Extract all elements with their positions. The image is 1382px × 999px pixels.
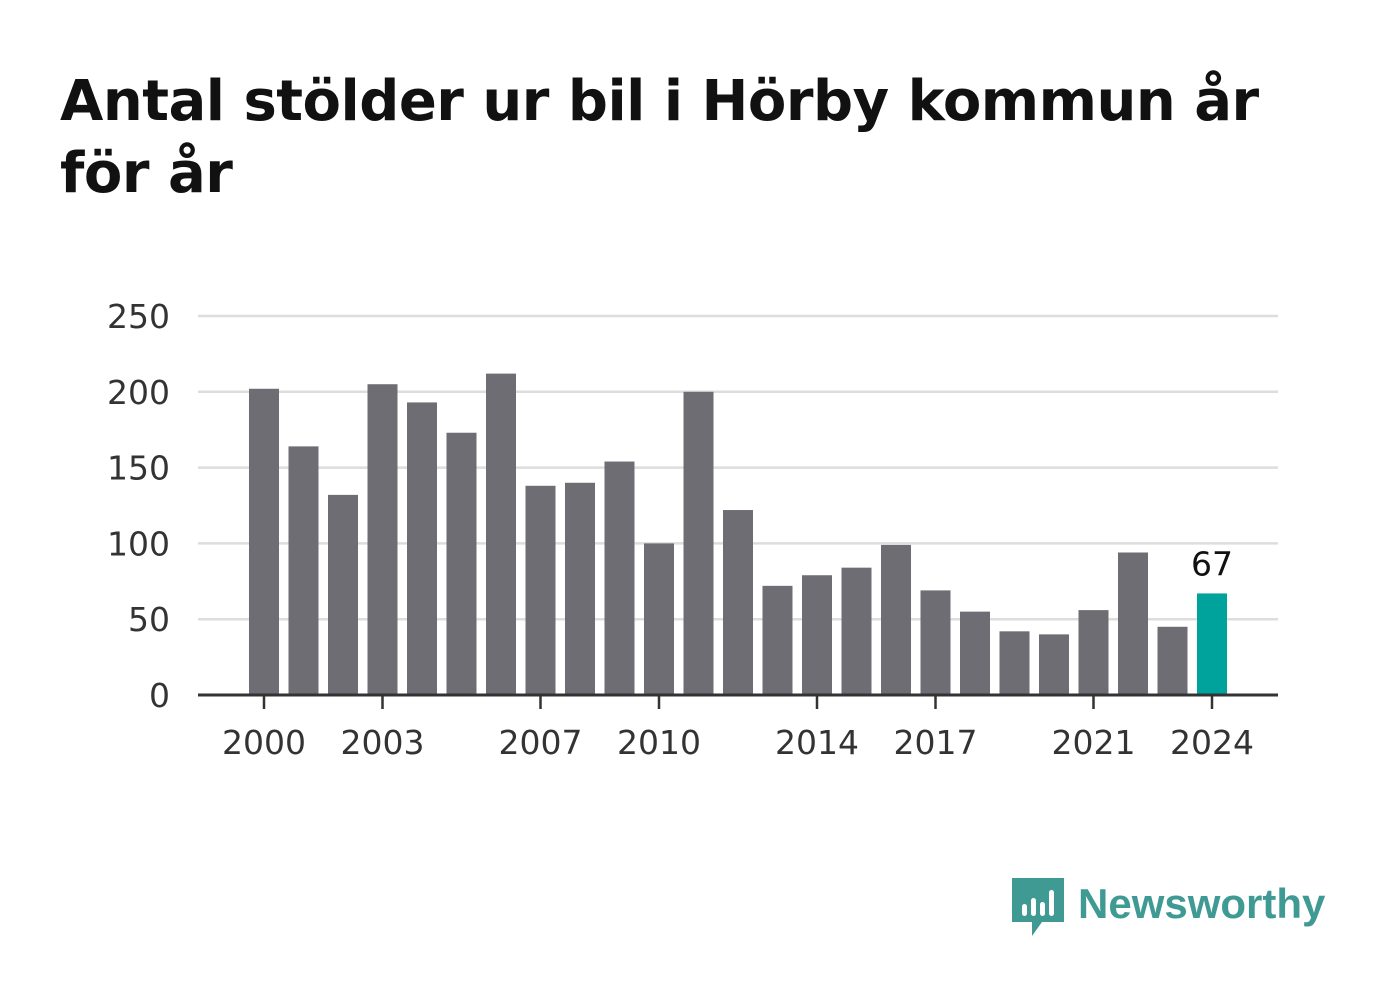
bar-2021 — [1078, 610, 1109, 695]
bar-2002 — [328, 494, 358, 695]
bar-2015 — [841, 567, 872, 695]
x-axis-ticks: 2000 2003 2007 2010 2014 2017 2021 2024 — [222, 695, 1254, 762]
bar-2006 — [486, 373, 516, 695]
x-tick-label: 2000 — [222, 723, 306, 762]
bar-2012 — [723, 510, 753, 695]
bar-2024 — [1197, 593, 1227, 695]
bar-2007 — [525, 485, 556, 695]
bar-2023 — [1157, 626, 1188, 695]
x-tick-label: 2021 — [1052, 723, 1136, 762]
newsworthy-logo-icon — [1012, 878, 1064, 936]
bar-2016 — [881, 544, 911, 695]
bar-2022 — [1118, 552, 1148, 695]
data-labels: 67 — [1191, 544, 1233, 583]
bar-2014 — [802, 575, 832, 695]
bars — [249, 373, 1227, 695]
x-tick-label: 2017 — [894, 723, 978, 762]
bar-2019 — [999, 631, 1030, 695]
y-tick-label: 100 — [107, 524, 170, 563]
x-tick-label: 2007 — [499, 723, 583, 762]
y-tick-label: 200 — [107, 373, 170, 412]
bar-2010 — [644, 543, 674, 695]
bar-2001 — [288, 446, 319, 695]
x-tick-label: 2024 — [1170, 723, 1254, 762]
x-tick-label: 2010 — [617, 723, 701, 762]
newsworthy-brand: Newsworthy — [1012, 878, 1325, 942]
bar-2020 — [1039, 634, 1069, 695]
bar-2011 — [683, 391, 714, 695]
y-tick-label: 50 — [128, 600, 170, 639]
bar-2004 — [407, 402, 437, 695]
y-tick-label: 0 — [149, 676, 170, 715]
bar-2005 — [446, 432, 477, 695]
x-tick-label: 2014 — [775, 723, 859, 762]
bar-2017 — [920, 590, 951, 695]
bar-2009 — [604, 461, 635, 695]
bar-2018 — [960, 611, 990, 695]
brand-name: Newsworthy — [1078, 880, 1326, 927]
x-tick-label: 2003 — [341, 723, 425, 762]
bar-2008 — [565, 482, 595, 695]
chart-title: Antal stölder ur bil i Hörby kommun år f… — [60, 69, 1259, 206]
bar-2000 — [249, 388, 279, 695]
data-label: 67 — [1191, 544, 1233, 583]
bar-2003 — [367, 384, 398, 695]
y-tick-label: 250 — [107, 297, 170, 336]
bar-2013 — [762, 585, 793, 695]
y-axis-ticks: 0 50 100 150 200 250 — [107, 297, 170, 715]
y-tick-label: 150 — [107, 449, 170, 488]
